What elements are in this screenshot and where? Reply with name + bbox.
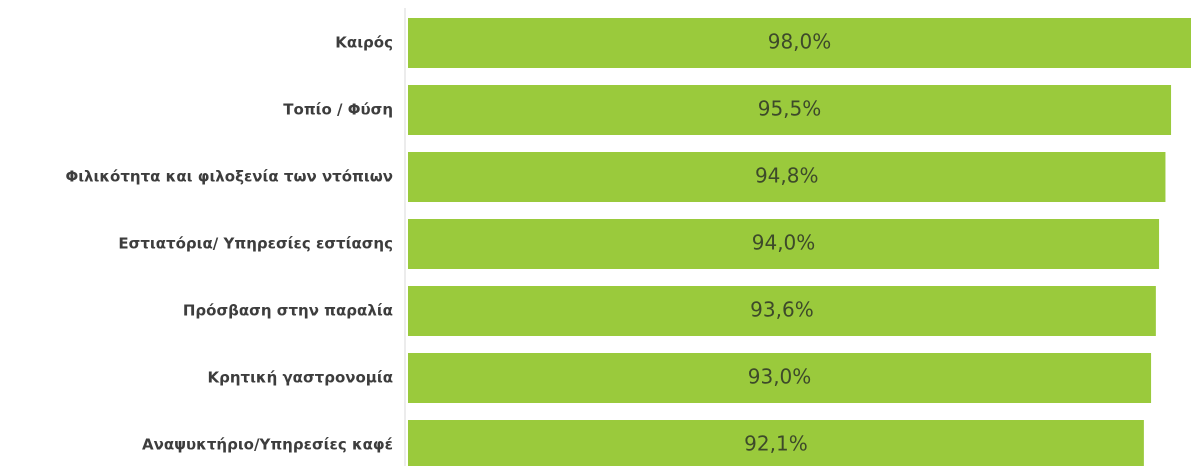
value-label: 94,8% — [755, 164, 819, 188]
bar — [408, 18, 1191, 68]
category-label: Τοπίο / Φύση — [283, 101, 393, 119]
category-label: Φιλικότητα και φιλοξενία των ντόπιων — [65, 168, 393, 186]
category-label: Εστιατόρια/ Υπηρεσίες εστίασης — [118, 235, 393, 253]
value-label: 92,1% — [744, 432, 808, 456]
bar — [408, 152, 1166, 202]
value-label: 94,0% — [752, 231, 816, 255]
category-label: Κρητική γαστρονομία — [207, 369, 393, 387]
category-label: Αναψυκτήριο/Υπηρεσίες καφέ — [142, 436, 393, 454]
value-label: 93,0% — [748, 365, 812, 389]
value-label: 98,0% — [768, 30, 832, 54]
bar — [408, 353, 1152, 403]
bar — [408, 420, 1144, 466]
category-label: Πρόσβαση στην παραλία — [183, 302, 393, 320]
bar — [408, 85, 1172, 135]
value-label: 95,5% — [758, 97, 822, 121]
category-label: Καιρός — [335, 34, 393, 52]
bar — [408, 219, 1160, 269]
bar — [408, 286, 1156, 336]
value-label: 93,6% — [750, 298, 814, 322]
